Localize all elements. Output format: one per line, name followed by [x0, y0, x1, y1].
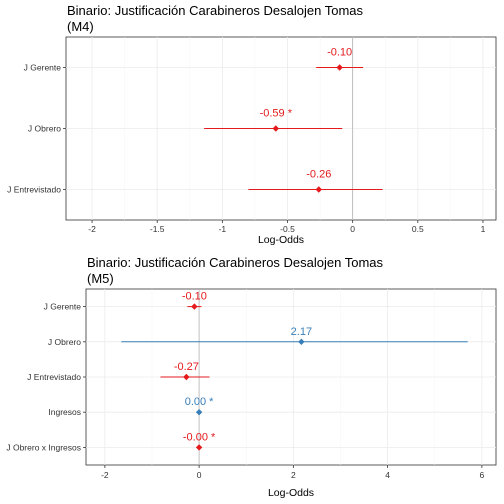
- x-axis-label: Log-Odds: [258, 234, 304, 246]
- x-axis-label: Log-Odds: [268, 487, 314, 499]
- estimate-point: [195, 409, 203, 416]
- data-label: -0.10: [327, 46, 352, 58]
- y-tick-label: Ingresos: [48, 407, 81, 417]
- x-tick-label: 2: [291, 470, 296, 480]
- x-tick-label: 4: [385, 470, 390, 480]
- y-tick-label: J Entrevistado: [27, 372, 81, 382]
- chart-panel-2: Binario: Justificación Carabineros Desal…: [6, 255, 497, 499]
- y-tick-label: J Entrevistado: [7, 185, 61, 195]
- x-tick-label: -1.5: [150, 224, 165, 234]
- estimate-point: [183, 373, 190, 381]
- x-tick-label: 0: [350, 224, 355, 234]
- data-label: 0.00 *: [185, 396, 214, 408]
- estimate-point: [191, 303, 198, 310]
- y-tick-label: J Gerente: [44, 302, 82, 312]
- y-tick-label: J Gerente: [24, 63, 62, 73]
- x-tick-label: -2: [88, 224, 96, 234]
- data-label: -0.10: [182, 291, 207, 303]
- x-tick-label: 1: [481, 224, 486, 234]
- y-tick-label: J Obrero: [48, 337, 81, 347]
- data-label: -0.59 *: [260, 107, 293, 119]
- data-label: -0.00 *: [183, 431, 216, 443]
- chart-title-line-1: Binario: Justificación Carabineros Desal…: [87, 255, 384, 270]
- chart-title-line-1: Binario: Justificación Carabineros Desal…: [67, 3, 364, 18]
- estimate-point: [298, 338, 305, 345]
- y-tick-label: J Obrero: [28, 124, 61, 134]
- x-tick-label: 0.5: [412, 224, 424, 234]
- chart-title-line-2: (M4): [67, 19, 94, 34]
- x-tick-label: -1: [219, 224, 227, 234]
- x-tick-label: 6: [479, 470, 484, 480]
- chart-title-line-2: (M5): [87, 271, 114, 286]
- data-label: -0.27: [174, 361, 199, 373]
- data-label: 2.17: [291, 326, 312, 338]
- estimate-point: [195, 444, 203, 451]
- data-label: -0.26: [306, 168, 331, 180]
- estimate-point: [272, 125, 279, 132]
- estimate-point: [336, 64, 343, 71]
- x-tick-label: -0.5: [280, 224, 295, 234]
- x-tick-label: 0: [197, 470, 202, 480]
- estimate-point: [315, 186, 322, 193]
- x-tick-label: -2: [101, 470, 109, 480]
- y-tick-label: J Obrero x Ingresos: [6, 442, 81, 452]
- chart-panel-1: Binario: Justificación Carabineros Desal…: [7, 3, 497, 246]
